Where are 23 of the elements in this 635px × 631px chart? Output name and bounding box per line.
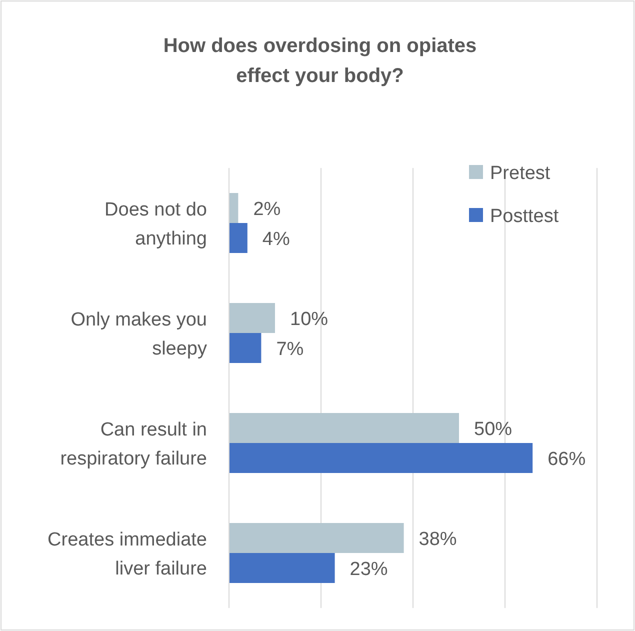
legend-label: Pretest — [490, 163, 551, 184]
bar — [229, 303, 275, 333]
data-label: 66% — [548, 449, 586, 470]
data-label: 7% — [276, 339, 304, 360]
bar — [229, 223, 248, 253]
y-tick-label: Does not do anything — [104, 200, 207, 250]
legend-label: Posttest — [490, 206, 560, 227]
bar — [229, 333, 262, 363]
bar — [229, 193, 238, 223]
bar — [229, 523, 404, 553]
data-label: 50% — [474, 419, 512, 440]
bar — [229, 413, 459, 443]
data-label: 4% — [262, 229, 290, 250]
data-label: 38% — [418, 529, 457, 550]
bar — [229, 443, 533, 473]
chart-title: How does overdosing on opiates effect your body? — [163, 35, 477, 87]
data-label: 2% — [253, 199, 281, 220]
y-tick-label: Only makes you sleepy — [70, 310, 208, 360]
data-label: 23% — [350, 559, 388, 580]
bar — [229, 553, 335, 583]
data-label: 10% — [290, 309, 328, 330]
y-tick-label: Creates immediate liver failure — [48, 530, 207, 580]
y-tick-label: Can result in respiratory failure — [60, 420, 207, 470]
